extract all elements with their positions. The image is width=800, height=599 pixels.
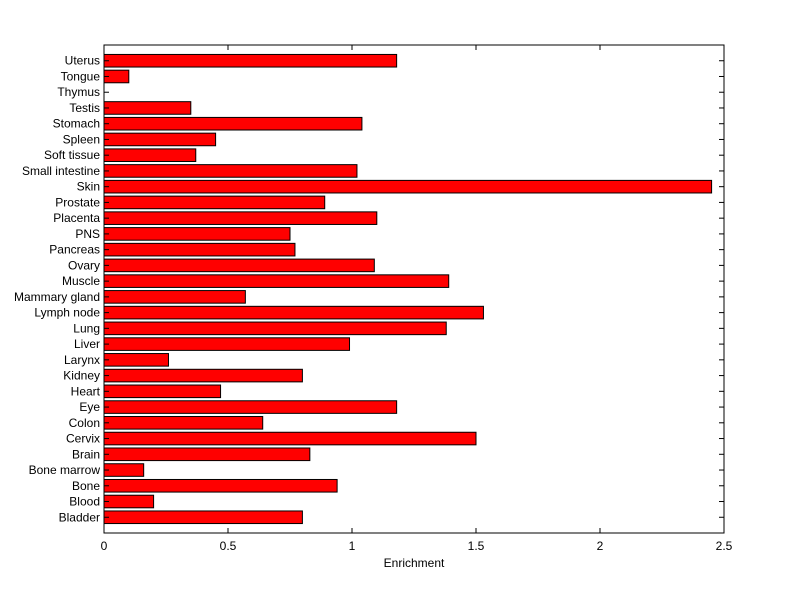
y-tick-label: Kidney xyxy=(63,369,100,383)
bar-bladder xyxy=(103,510,303,525)
x-tick-label: 0 xyxy=(101,539,108,553)
x-tick-label: 1 xyxy=(349,539,356,553)
x-tick-label: 1.5 xyxy=(468,539,485,553)
y-tick-label: Stomach xyxy=(53,117,100,131)
bar-liver xyxy=(103,337,351,351)
y-tick-label: Prostate xyxy=(55,195,100,209)
bar-lung xyxy=(103,321,447,336)
y-tick-label: PNS xyxy=(75,227,100,241)
y-tick-label: Cervix xyxy=(66,432,100,446)
x-axis-label: Enrichment xyxy=(384,556,445,570)
bar-uterus xyxy=(103,53,398,68)
y-tick-label: Skin xyxy=(77,180,100,194)
bar-cervix xyxy=(103,431,477,446)
y-tick-label: Pancreas xyxy=(49,243,100,257)
y-tick-label: Tongue xyxy=(61,69,101,83)
y-tick-label: Colon xyxy=(69,416,100,430)
y-tick-label: Lung xyxy=(73,321,100,335)
x-ticks-group: 0 0.5 1 1.5 2 2.5 xyxy=(101,45,733,553)
bar-small-intestine xyxy=(103,164,358,178)
bar-blood xyxy=(103,494,155,509)
bar-heart xyxy=(103,384,222,399)
bar-bone-marrow xyxy=(103,463,145,477)
y-tick-label: Placenta xyxy=(53,211,100,225)
y-tick-label: Small intestine xyxy=(22,164,100,178)
bar-mammary-gland xyxy=(103,290,246,304)
y-tick-label: Bladder xyxy=(59,510,100,524)
y-tick-label: Ovary xyxy=(68,258,100,272)
y-tick-label: Larynx xyxy=(64,353,100,367)
y-tick-label: Lymph node xyxy=(34,306,100,320)
y-tick-label: Heart xyxy=(71,384,101,398)
bar-prostate xyxy=(103,195,326,210)
bar-testis xyxy=(103,101,192,115)
y-tick-label: Bone xyxy=(72,479,100,493)
y-tick-label: Soft tissue xyxy=(44,148,100,162)
y-tick-label: Thymus xyxy=(57,85,100,99)
bar-stomach xyxy=(103,116,363,131)
y-tick-label: Mammary gland xyxy=(14,290,100,304)
y-tick-label: Testis xyxy=(69,101,100,115)
bar-ovary xyxy=(103,258,375,273)
y-tick-label: Muscle xyxy=(62,274,100,288)
bar-muscle xyxy=(103,274,450,288)
bar-spleen xyxy=(103,132,217,147)
bar-lymph-node xyxy=(103,305,484,320)
bar-kidney xyxy=(103,368,303,383)
bar-colon xyxy=(103,416,264,430)
bar-pns xyxy=(103,227,291,241)
bar-bone xyxy=(103,478,338,493)
x-tick-label: 0.5 xyxy=(220,539,237,553)
bar-placenta xyxy=(103,211,378,225)
y-tick-label: Eye xyxy=(79,400,100,414)
x-tick-label: 2 xyxy=(597,539,604,553)
bar-eye xyxy=(103,400,398,414)
y-tick-label: Uterus xyxy=(65,54,100,68)
bar-skin xyxy=(103,179,713,194)
y-tick-label: Spleen xyxy=(63,132,100,146)
y-tick-label: Brain xyxy=(72,447,100,461)
bar-pancreas xyxy=(103,242,296,257)
x-tick-label: 2.5 xyxy=(716,539,733,553)
bar-larynx xyxy=(103,353,169,367)
bar-soft-tissue xyxy=(103,148,197,162)
y-tick-label: Liver xyxy=(74,337,100,351)
y-tick-label: Bone marrow xyxy=(29,463,101,477)
bar-brain xyxy=(103,447,311,462)
bars-group xyxy=(103,53,713,525)
y-tick-label: Blood xyxy=(69,495,100,509)
